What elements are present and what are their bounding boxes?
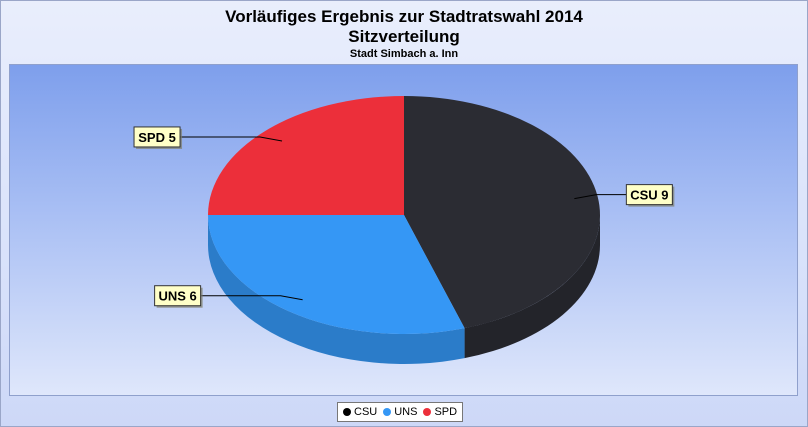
legend-item-csu: CSU xyxy=(343,406,377,418)
pie-slice-csu xyxy=(404,96,601,329)
pie-slice-spd xyxy=(208,96,404,215)
pie-slice-uns xyxy=(208,215,465,334)
legend-label-csu: CSU xyxy=(354,406,378,418)
data-label-csu: CSU 9 xyxy=(630,188,668,203)
legend-item-spd: SPD xyxy=(423,406,457,418)
data-label-uns: UNS 6 xyxy=(158,289,196,304)
legend-label-spd: SPD xyxy=(434,406,458,418)
chart-subtitle: Sitzverteilung xyxy=(348,27,460,46)
chart-subsubtitle: Stadt Simbach a. Inn xyxy=(349,48,459,60)
data-label-box-spd xyxy=(133,126,181,148)
legend-label-uns: UNS xyxy=(394,406,418,418)
data-label-box-csu xyxy=(625,184,673,206)
legend-swatch-spd xyxy=(423,408,432,416)
leader-line-uns xyxy=(200,295,303,301)
pie-side-uns xyxy=(208,215,465,364)
leader-line-csu xyxy=(574,194,627,200)
legend-swatch-uns xyxy=(383,408,392,416)
chart-title: Vorläufiges Ergebnis zur Stadtratswahl 2… xyxy=(225,7,583,26)
data-label-spd: SPD 5 xyxy=(138,130,176,145)
leader-line-spd xyxy=(180,136,283,142)
legend-swatch-csu xyxy=(343,408,351,416)
legend-item-uns: UNS xyxy=(383,406,417,418)
legend: CSU UNS SPD xyxy=(337,402,464,422)
pie-side-csu xyxy=(464,215,600,359)
data-label-box-uns xyxy=(154,285,202,307)
